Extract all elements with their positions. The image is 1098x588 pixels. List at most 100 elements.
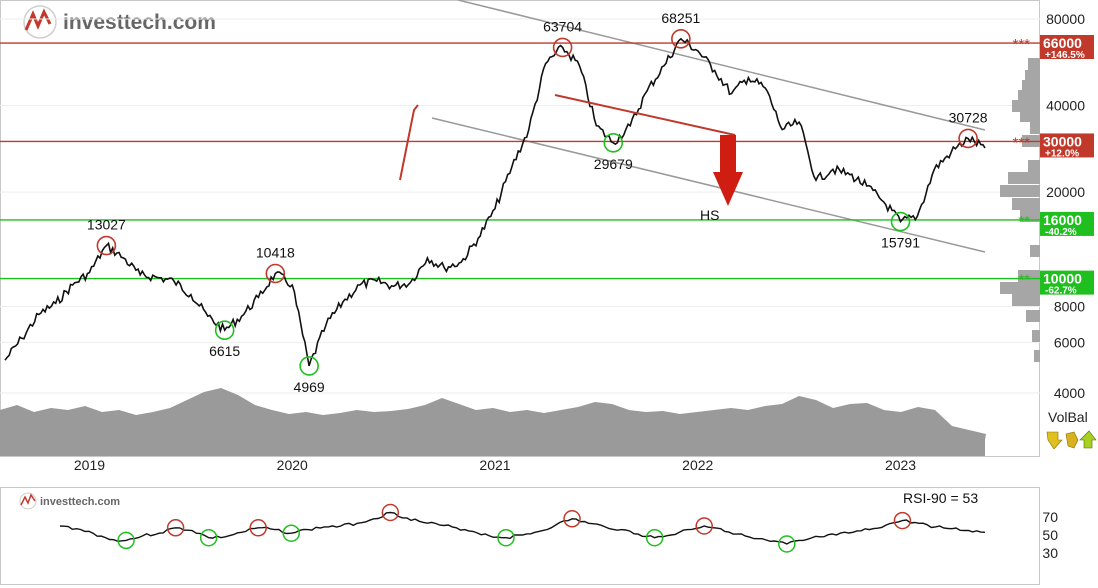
price-line — [4, 37, 986, 367]
rsi-axis-ticks: 70 50 30 — [1042, 509, 1058, 561]
peak-marker — [552, 37, 573, 58]
volbal-label: VolBal — [1048, 409, 1088, 425]
volume-profile — [1000, 58, 1040, 362]
y-axis-ticks: 80000 40000 20000 8000 6000 4000 — [1046, 11, 1085, 401]
rsi-trough-marker — [645, 528, 664, 547]
volbal-indicator: VolBal — [1046, 409, 1097, 450]
rsi-panel-frame — [0, 487, 1040, 585]
rsi-peak-marker — [166, 519, 185, 537]
volume-profile-bar — [1034, 350, 1040, 362]
logo-icon — [23, 5, 57, 39]
x-tick-label: 2022 — [682, 457, 713, 473]
volume-profile-bar — [1026, 310, 1040, 322]
y-tick-label: 80000 — [1046, 11, 1085, 27]
rsi-peak-marker — [563, 510, 581, 528]
volume-profile-bar — [1012, 294, 1040, 306]
trough-label: 15791 — [881, 235, 920, 251]
rsi-markers — [117, 503, 912, 553]
volbal-arrow-down-icon — [1046, 431, 1063, 450]
extreme-markers — [96, 29, 978, 376]
level-stars: ** — [1018, 272, 1030, 289]
rsi-trough-marker — [497, 528, 515, 547]
rsi-y-tick-label: 70 — [1042, 509, 1058, 525]
y-tick-label: 40000 — [1046, 98, 1085, 114]
rsi-label: RSI-90 = 53 — [903, 490, 978, 506]
rsi-logo-icon — [19, 492, 37, 510]
level-pct: +146.5% — [1045, 50, 1085, 61]
y-tick-label: 8000 — [1054, 298, 1085, 314]
hs-arrow-icon — [713, 135, 743, 206]
y-tick-label: 4000 — [1054, 385, 1085, 401]
price-series — [4, 37, 986, 367]
trough-marker — [299, 356, 319, 376]
x-tick-label: 2020 — [277, 457, 308, 473]
level-value: 16000 — [1043, 212, 1082, 228]
peak-marker — [96, 235, 117, 256]
peak-label: 10418 — [256, 244, 295, 260]
rsi-logo: investtech.com — [19, 492, 120, 510]
x-tick-label: 2021 — [479, 457, 510, 473]
peak-label: 68251 — [661, 10, 700, 26]
trough-marker — [214, 320, 235, 340]
rsi-peak-marker — [695, 517, 713, 535]
level-pct: -40.2% — [1045, 227, 1077, 238]
level-value: 30000 — [1043, 133, 1082, 149]
volbal-arrow-up-icon — [1079, 430, 1097, 449]
volume-profile-bar — [1012, 198, 1040, 210]
breakout-segment — [399, 104, 419, 181]
trough-marker — [603, 132, 624, 153]
trough-label: 4969 — [294, 379, 325, 395]
rsi-logo-icon-mark — [20, 493, 36, 506]
volume-profile-bar — [1018, 90, 1040, 102]
hs-pattern: HS — [554, 94, 743, 223]
logo-text: investtech.com — [63, 11, 216, 34]
level-value: 10000 — [1043, 271, 1082, 287]
volume-profile-bar — [1028, 160, 1040, 172]
level-stars: *** — [1012, 134, 1030, 151]
volume-profile-bar — [1032, 330, 1040, 342]
level-badge — [1040, 133, 1094, 158]
level-badge — [1040, 211, 1094, 236]
rsi-logo-text: investtech.com — [40, 496, 120, 508]
volume-profile-bar — [1000, 185, 1040, 197]
level-pct: -62.7% — [1045, 286, 1077, 297]
rsi-y-tick-label: 30 — [1042, 545, 1058, 561]
volume-profile-bar — [1030, 122, 1040, 134]
y-tick-label: 20000 — [1046, 184, 1085, 200]
volume-profile-bar — [1025, 70, 1040, 82]
volume-profile-bar — [1020, 110, 1040, 122]
rsi-y-tick-label: 50 — [1042, 527, 1058, 543]
rsi-peak-marker — [893, 511, 912, 530]
peak-marker — [958, 128, 978, 149]
peak-label: 13027 — [87, 217, 126, 233]
volume-profile-bar — [1020, 210, 1040, 222]
level-stars: ** — [1018, 213, 1030, 230]
x-tick-label: 2023 — [885, 457, 916, 473]
peak-marker — [265, 263, 286, 284]
rsi-peak-marker — [381, 503, 400, 522]
support-resistance-levels: *** 66000+146.5% *** 30000+12.0% ** 16000-40.… — [0, 35, 1094, 297]
hs-label: HS — [700, 207, 719, 223]
y-tick-label: 6000 — [1054, 334, 1085, 350]
rsi-series — [59, 511, 986, 545]
volume-profile-bar — [1022, 80, 1040, 92]
level-badge — [1040, 35, 1094, 60]
rsi-line — [59, 511, 986, 545]
volbal-arrow-side-icon — [1065, 431, 1079, 449]
extreme-labels: 13027 6615 10418 4969 63704 29679 68251 15791 30… — [87, 10, 988, 395]
channel-upper-line — [457, 0, 986, 131]
volume-profile-bar — [1000, 282, 1040, 294]
level-pct: +12.0% — [1045, 148, 1079, 159]
rsi-trough-marker — [199, 528, 218, 547]
volume-profile-bar — [1008, 172, 1040, 184]
volume-profile-bar — [1028, 58, 1040, 70]
x-tick-label: 2019 — [74, 457, 105, 473]
volume-profile-bar — [1030, 245, 1040, 257]
level-badge — [1040, 270, 1094, 295]
trough-label: 29679 — [594, 156, 633, 172]
main-panel-frame — [0, 0, 1040, 457]
peak-label: 63704 — [543, 18, 582, 34]
investtech-logo: investtech.com — [23, 5, 216, 39]
rsi-trough-marker — [117, 531, 135, 550]
